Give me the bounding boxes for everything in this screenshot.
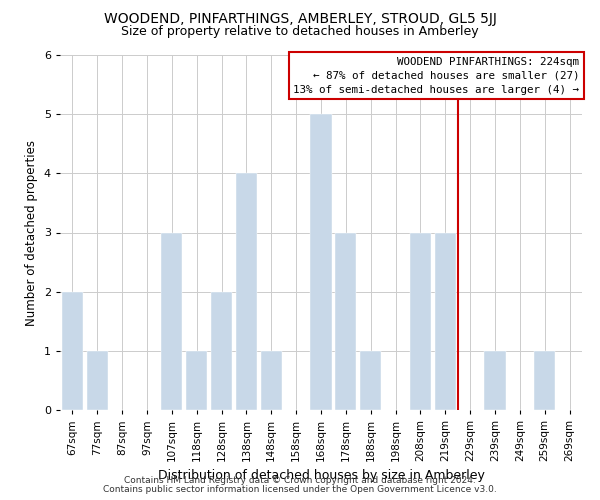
Text: Contains public sector information licensed under the Open Government Licence v3: Contains public sector information licen… — [103, 485, 497, 494]
Text: WOODEND, PINFARTHINGS, AMBERLEY, STROUD, GL5 5JJ: WOODEND, PINFARTHINGS, AMBERLEY, STROUD,… — [104, 12, 496, 26]
Bar — [261, 351, 282, 410]
Bar — [62, 292, 83, 410]
Y-axis label: Number of detached properties: Number of detached properties — [25, 140, 38, 326]
Bar — [161, 232, 182, 410]
Bar — [87, 351, 108, 410]
Text: Size of property relative to detached houses in Amberley: Size of property relative to detached ho… — [121, 25, 479, 38]
Bar — [410, 232, 431, 410]
X-axis label: Distribution of detached houses by size in Amberley: Distribution of detached houses by size … — [158, 470, 484, 482]
Bar — [435, 232, 456, 410]
Bar — [360, 351, 381, 410]
Bar — [186, 351, 207, 410]
Bar — [236, 174, 257, 410]
Bar — [484, 351, 506, 410]
Bar — [534, 351, 555, 410]
Text: Contains HM Land Registry data © Crown copyright and database right 2024.: Contains HM Land Registry data © Crown c… — [124, 476, 476, 485]
Bar — [211, 292, 232, 410]
Bar — [310, 114, 332, 410]
Bar — [335, 232, 356, 410]
Text: WOODEND PINFARTHINGS: 224sqm
← 87% of detached houses are smaller (27)
13% of se: WOODEND PINFARTHINGS: 224sqm ← 87% of de… — [293, 57, 580, 95]
